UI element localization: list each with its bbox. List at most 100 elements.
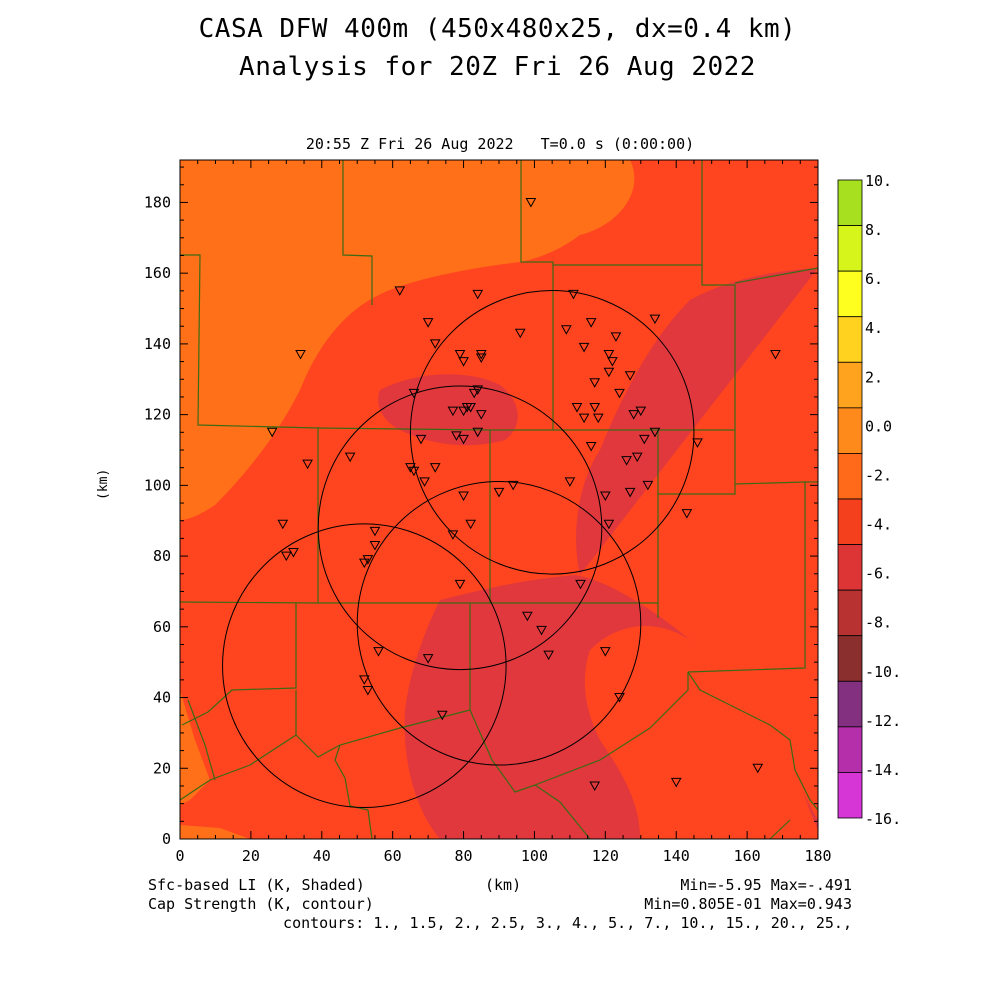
radar-ring-4 xyxy=(356,480,642,766)
station-marker xyxy=(603,367,615,378)
colorbar-label: -16. xyxy=(865,810,901,828)
station-marker xyxy=(692,438,703,448)
station-marker xyxy=(607,357,618,367)
li-region-darkred-central xyxy=(378,374,518,446)
y-tick-labels: 0 20 40 60 80 100 120 140 160 180 xyxy=(144,193,171,848)
station-marker xyxy=(649,314,661,325)
station-marker xyxy=(578,413,590,424)
station-marker xyxy=(614,693,625,703)
station-marker xyxy=(670,777,682,788)
station-marker xyxy=(770,350,781,360)
colorbar-label: -12. xyxy=(865,712,901,730)
y-tick-label: 60 xyxy=(153,618,171,636)
station-marker xyxy=(589,403,601,413)
station-marker xyxy=(369,540,381,551)
x-tick-label: 180 xyxy=(804,847,831,865)
y-tick-label: 40 xyxy=(153,689,171,707)
station-marker xyxy=(525,197,537,208)
colorbar-label: -6. xyxy=(865,565,892,583)
station-marker xyxy=(344,452,356,463)
x-tick-label: 140 xyxy=(663,847,690,865)
station-marker xyxy=(408,388,420,399)
station-marker xyxy=(493,487,505,498)
colorbar-swatch xyxy=(837,589,863,637)
station-marker xyxy=(621,456,632,466)
colorbar-label: -10. xyxy=(865,663,901,681)
x-tick-label: 80 xyxy=(455,847,473,865)
y-tick-label: 0 xyxy=(162,830,171,848)
figure-title-line2: Analysis for 20Z Fri 26 Aug 2022 xyxy=(239,52,756,82)
y-tick-label: 120 xyxy=(144,406,171,424)
station-marker xyxy=(422,654,434,664)
station-marker xyxy=(642,480,654,491)
station-marker xyxy=(578,342,590,353)
station-marker xyxy=(454,579,466,590)
station-marker xyxy=(589,378,601,388)
radar-ring-2 xyxy=(317,385,603,671)
station-marker xyxy=(458,406,469,417)
county-boundaries xyxy=(180,160,818,839)
station-marker xyxy=(624,371,636,381)
station-marker xyxy=(302,459,313,470)
station-marker xyxy=(465,403,476,413)
station-marker xyxy=(614,388,625,399)
colorbar-label: -4. xyxy=(865,516,892,534)
station-marker xyxy=(603,519,615,530)
colorbar-swatch xyxy=(837,772,863,819)
station-marker xyxy=(585,441,597,452)
station-marker xyxy=(422,318,434,328)
footer-contour-field-label: Cap Strength (K, contour) xyxy=(148,895,374,913)
station-marker xyxy=(475,410,487,420)
station-marker xyxy=(568,289,579,300)
station-marker xyxy=(458,491,469,501)
station-marker xyxy=(536,625,547,636)
station-marker xyxy=(681,509,693,519)
station-marker xyxy=(419,477,430,487)
y-tick-label: 140 xyxy=(144,335,171,353)
station-marker xyxy=(288,548,299,558)
figure-title-line1: CASA DFW 400m (450x480x25, dx=0.4 km) xyxy=(198,14,797,44)
station-marker xyxy=(589,781,601,791)
station-marker xyxy=(465,519,476,530)
footer-contour-levels: contours: 1., 1.5, 2., 2.5, 3., 4., 5., … xyxy=(283,914,852,932)
station-marker xyxy=(362,685,374,696)
station-marker xyxy=(447,530,459,540)
station-marker xyxy=(638,434,650,445)
colorbar-swatch xyxy=(837,680,863,728)
station-marker xyxy=(468,388,480,399)
colorbar-label: 6. xyxy=(865,270,883,288)
station-marker xyxy=(472,289,484,300)
station-marker xyxy=(458,434,469,445)
station-marker xyxy=(543,650,554,661)
y-axis-label: (km) xyxy=(96,468,111,500)
colorbar-label: 4. xyxy=(865,319,883,337)
station-marker xyxy=(585,318,597,328)
x-tick-label: 160 xyxy=(734,847,761,865)
radar-ring-1 xyxy=(409,290,695,575)
footer-shaded-minmax: Min=-5.95 Max=-.491 xyxy=(680,876,852,894)
station-marker xyxy=(447,406,459,417)
station-marker xyxy=(472,427,484,438)
station-marker xyxy=(394,286,406,296)
y-tick-label: 180 xyxy=(144,193,171,211)
station-marker xyxy=(369,526,381,537)
station-marker xyxy=(373,647,384,657)
station-marker xyxy=(752,763,764,774)
y-tick-label: 100 xyxy=(144,476,171,494)
station-marker xyxy=(277,519,289,530)
station-marker xyxy=(564,477,576,487)
station-marker xyxy=(631,452,643,463)
axis-ticks xyxy=(179,160,819,840)
colorbar-swatch xyxy=(837,635,863,682)
colorbar-label: -2. xyxy=(865,466,892,484)
station-marker xyxy=(458,357,469,367)
station-marker xyxy=(408,466,420,477)
y-tick-label: 160 xyxy=(144,264,171,282)
colorbar-swatch xyxy=(837,407,863,454)
x-tick-label: 0 xyxy=(175,847,184,865)
colorbar-swatch xyxy=(837,544,863,591)
radar-range-rings xyxy=(222,290,695,808)
station-marker xyxy=(358,558,370,569)
x-axis-label: (km) xyxy=(485,876,522,894)
